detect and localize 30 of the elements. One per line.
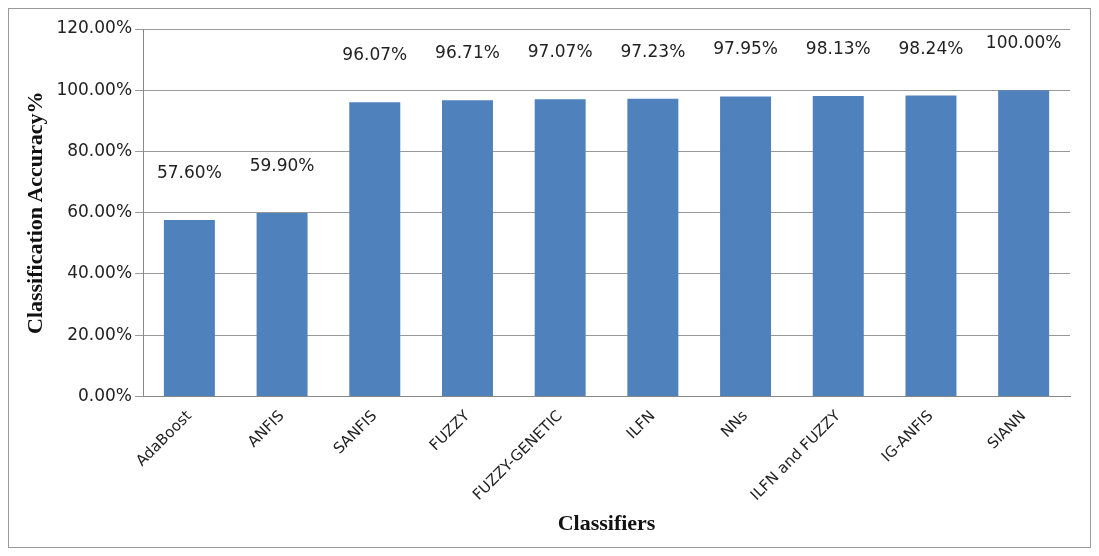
data-label: 97.07%	[527, 41, 593, 62]
data-label: 98.24%	[898, 37, 964, 58]
bar	[720, 96, 772, 396]
data-label: 100.00%	[985, 32, 1062, 53]
data-label: 97.95%	[713, 38, 778, 59]
y-tick-label: 100.00%	[56, 78, 133, 99]
bar	[534, 99, 586, 396]
y-tick-label: 20.00%	[67, 323, 133, 344]
data-label: 96.71%	[435, 42, 500, 63]
bar	[256, 213, 308, 396]
bar	[812, 95, 864, 396]
y-tick-label: 40.00%	[67, 262, 133, 283]
x-axis-title: Classifiers	[557, 510, 656, 536]
bar	[441, 100, 493, 396]
data-label: 96.07%	[342, 44, 408, 65]
y-tick-label: 80.00%	[67, 139, 133, 160]
data-label: 97.23%	[620, 40, 686, 61]
data-label: 98.13%	[805, 37, 871, 58]
y-axis-title: Classification Accuracy%	[21, 91, 47, 334]
bar	[998, 90, 1050, 396]
y-tick-label: 0.00%	[78, 384, 133, 405]
x-tick-label: NNs	[717, 406, 752, 441]
bar	[905, 95, 957, 396]
bar	[627, 98, 679, 396]
data-label: 59.90%	[249, 154, 315, 175]
y-tick-label: 120.00%	[56, 17, 133, 38]
data-label: 57.60%	[156, 161, 222, 182]
bar	[349, 102, 401, 396]
bar	[163, 220, 215, 396]
y-tick-label: 60.00%	[67, 201, 133, 222]
